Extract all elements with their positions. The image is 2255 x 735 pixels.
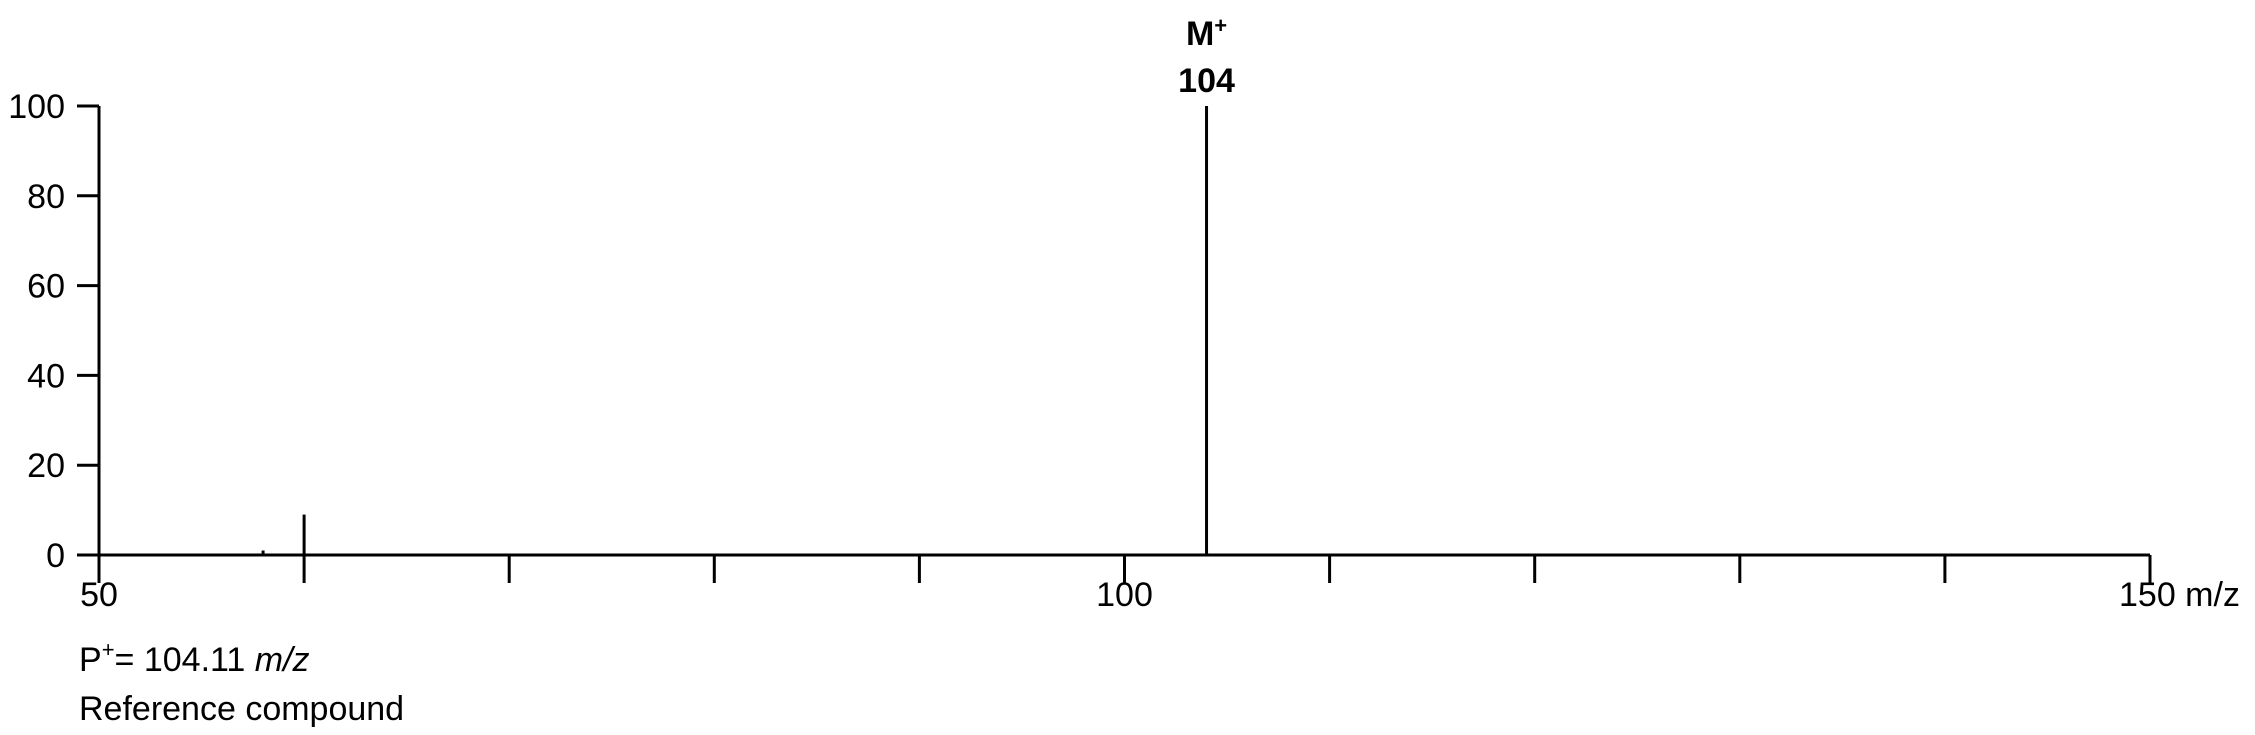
x-tick-label: 50 <box>80 576 118 614</box>
mass-spectrum-chart: 0 20 40 60 80 100 50 100 150 m/z M+ 104 <box>8 13 2240 614</box>
y-tick-label: 20 <box>27 447 65 485</box>
peak-annotation-ion: M+ <box>1186 13 1227 53</box>
caption-precursor-value: = 104.11 <box>114 641 255 679</box>
y-tick-label: 0 <box>46 537 65 575</box>
y-tick-label: 40 <box>27 357 65 395</box>
labels: M+ 104 <box>1178 13 1235 100</box>
x-tick-label: 100 <box>1096 576 1153 614</box>
y-tick-label: 80 <box>27 178 65 216</box>
peak-annotation-mz: 104 <box>1178 62 1235 100</box>
y-tick-label: 60 <box>27 268 65 306</box>
caption-precursor-prefix: P <box>79 641 102 679</box>
peaks <box>261 106 1209 555</box>
caption-reference: Reference compound <box>79 690 405 728</box>
x-tick-label: 150 m/z <box>2119 576 2240 614</box>
caption-precursor-sup: + <box>101 637 115 662</box>
caption-precursor: P+= 104.11 m/z <box>79 639 310 681</box>
caption-precursor-unit: m/z <box>254 641 310 679</box>
axes: 0 20 40 60 80 100 50 100 150 m/z <box>8 88 2240 614</box>
y-tick-label: 100 <box>8 88 65 126</box>
